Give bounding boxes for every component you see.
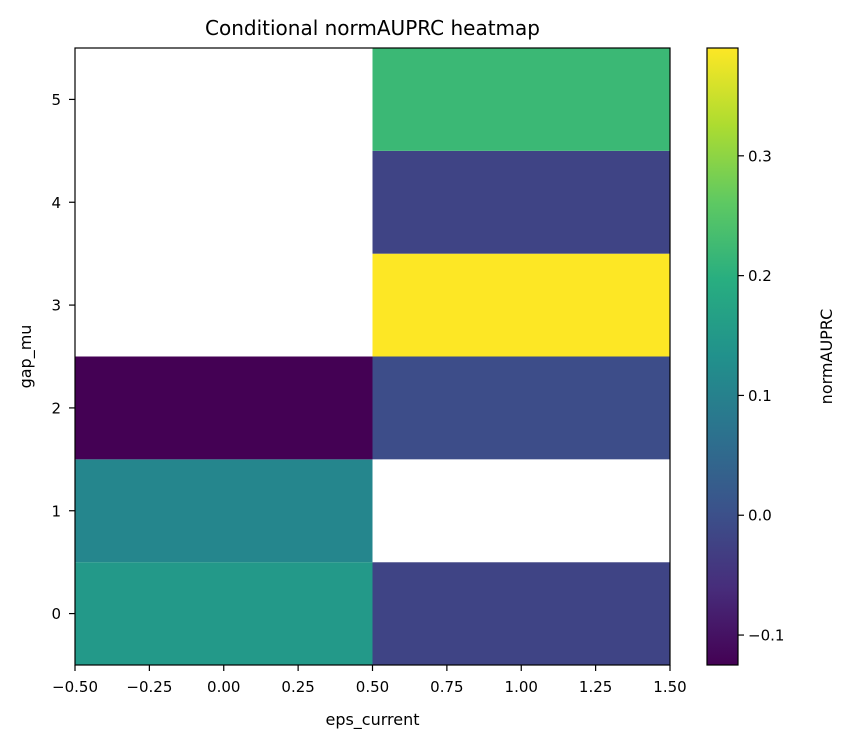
colorbar-ticks: −0.1 0.0 0.1 0.2 0.3 [738,147,784,645]
y-tick-label: 1 [51,502,61,520]
y-tick-label: 4 [51,194,61,212]
y-tick-label: 2 [51,399,61,417]
heatmap-cell [372,48,670,151]
colorbar-tick-label: 0.0 [748,507,772,525]
colorbar-label: normAUPRC [817,309,836,405]
x-tick-label: 0.00 [207,678,240,696]
colorbar-tick-label: 0.2 [748,267,772,285]
x-tick-label: 0.25 [281,678,314,696]
heatmap-cell [75,48,373,151]
heatmap-cell [75,253,373,357]
heatmap-cell [75,150,373,254]
colorbar-tick-label: 0.3 [748,147,772,165]
x-tick-label: 1.50 [653,678,686,696]
y-axis-label: gap_mu [16,325,36,389]
heatmap-cell [372,562,670,665]
colorbar-tick-label: 0.1 [748,387,772,405]
heatmap-cell [75,459,373,563]
x-axis-label: eps_current [325,710,419,730]
y-tick-label: 3 [51,297,61,315]
colorbar-tick-label: −0.1 [748,627,784,645]
heatmap-cells [75,48,670,665]
y-tick-label: 0 [51,605,61,623]
x-tick-label: −0.25 [126,678,172,696]
x-tick-label: 0.50 [356,678,389,696]
y-tick-label: 5 [51,91,61,109]
chart-title: Conditional normAUPRC heatmap [205,16,540,40]
heatmap-cell [75,356,373,460]
heatmap-cell [372,150,670,254]
colorbar [706,47,739,666]
heatmap-cell [372,253,670,357]
y-axis-ticks: 0 1 2 3 4 5 [51,91,75,623]
x-tick-label: 1.00 [505,678,538,696]
x-tick-label: −0.50 [52,678,98,696]
x-axis-ticks: −0.50 −0.25 0.00 0.25 0.50 0.75 1.00 1.25 1.50 [52,665,687,696]
x-tick-label: 1.25 [579,678,612,696]
heatmap-cell [372,356,670,460]
x-tick-label: 0.75 [430,678,463,696]
heatmap-cell [372,459,670,563]
heatmap-cell [75,562,373,665]
